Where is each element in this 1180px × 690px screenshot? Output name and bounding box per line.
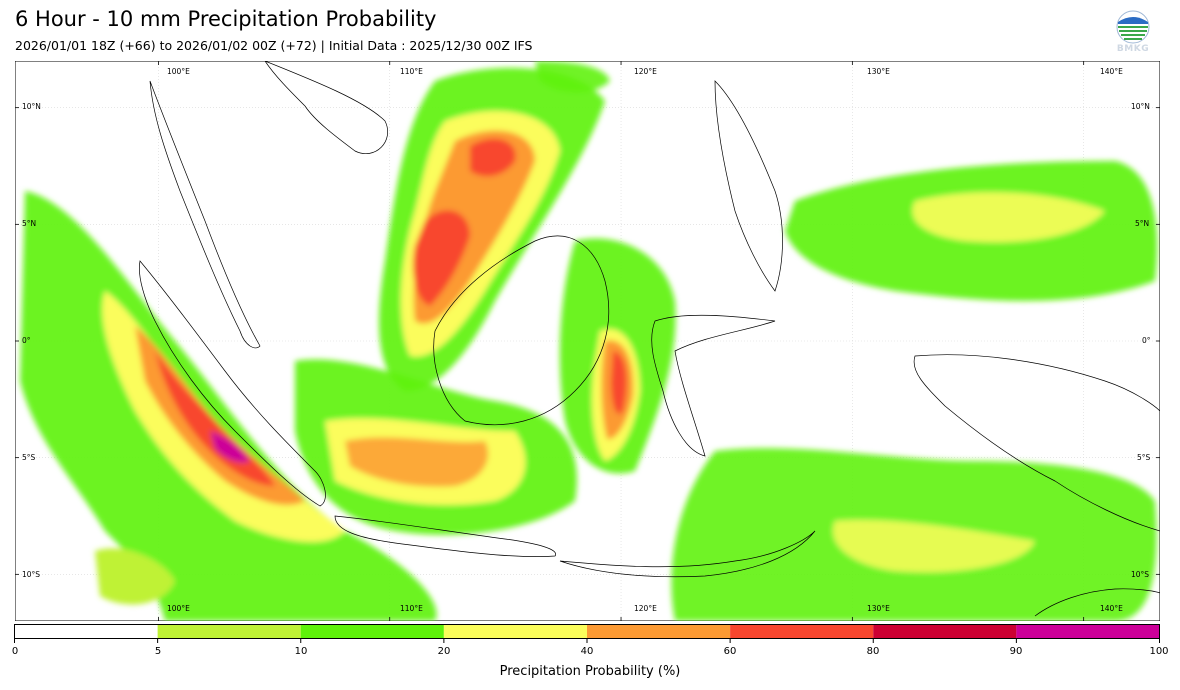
precip-scs-red: [413, 210, 470, 306]
map-title: 6 Hour - 10 mm Precipitation Probability: [15, 7, 437, 31]
precip-scs-red2: [470, 138, 516, 177]
lat-label-right-0: 0°: [1142, 336, 1151, 345]
logo-text: BMKG: [1116, 44, 1150, 54]
colorbar-segment: [300, 624, 444, 639]
bmkg-logo-icon: [1116, 10, 1150, 44]
colorbar-tick-90: 90: [1009, 646, 1023, 657]
lat-label-left-10n: 10°N: [22, 102, 41, 111]
colorbar-segment: [14, 624, 158, 639]
lat-label-right-10n: 10°N: [1131, 102, 1150, 111]
lat-label-left-5n: 5°N: [22, 219, 37, 228]
coast-sulawesi: [651, 314, 776, 457]
lon-label-bottom-130: 130°E: [867, 604, 890, 613]
lon-label-bottom-110: 110°E: [400, 604, 423, 613]
colorbar-tick-100: 100: [1149, 646, 1169, 657]
lon-label-bottom-120: 120°E: [634, 604, 657, 613]
coast-nusa-tenggara: [559, 530, 816, 578]
colorbar-tick-10: 10: [294, 646, 308, 657]
coast-borneo: [433, 235, 610, 426]
precipitation-map[interactable]: 100°E 110°E 120°E 130°E 140°E 100°E 110°…: [15, 61, 1160, 621]
lat-label-right-5n: 5°N: [1135, 219, 1150, 228]
precip-field: [20, 61, 1158, 621]
colorbar-segment: [587, 624, 731, 639]
lon-label-top-130: 130°E: [867, 67, 890, 76]
colorbar-segment: [1016, 624, 1160, 639]
map-canvas: [15, 61, 1160, 621]
lon-label-top-140: 140°E: [1100, 67, 1123, 76]
precip-pacific-yellow: [912, 192, 1105, 243]
coast-java: [334, 515, 556, 557]
precip-banda-yellow: [833, 520, 1035, 573]
lon-label-top-100: 100°E: [167, 67, 190, 76]
lat-label-left-10s: 10°S: [22, 570, 41, 579]
precip-north-green: [535, 61, 610, 93]
coastlines: [139, 61, 1160, 617]
lat-label-right-10s: 10°S: [1131, 570, 1150, 579]
colorbar-tick-80: 80: [866, 646, 880, 657]
coast-sumatra: [139, 260, 326, 507]
lat-label-left-0: 0°: [22, 336, 31, 345]
precip-sw-green: [95, 548, 175, 605]
precip-javasea-orange: [345, 437, 489, 487]
colorbar-tick-5: 5: [154, 646, 162, 657]
colorbar-segment: [873, 624, 1017, 639]
precip-sumatra-red: [155, 351, 275, 486]
frame-ticks: [15, 61, 1160, 621]
colorbar-title: Precipitation Probability (%): [499, 664, 681, 679]
precip-sumatra-green: [20, 191, 437, 621]
lon-label-top-110: 110°E: [400, 67, 423, 76]
colorbar-segment: [443, 624, 587, 639]
colorbar-tick-20: 20: [437, 646, 451, 657]
coast-indochina: [264, 61, 388, 154]
coast-malay-peninsula: [149, 80, 261, 349]
colorbar-tick-0: 0: [11, 646, 19, 657]
precip-sulawesi-red: [611, 351, 627, 415]
precip-sumatra-magenta: [210, 431, 250, 463]
lat-label-left-5s: 5°S: [22, 453, 36, 462]
colorbar: [14, 624, 1160, 643]
precip-sumatra-yellow: [102, 291, 345, 542]
lon-label-top-120: 120°E: [634, 67, 657, 76]
precip-sumatra-orange: [135, 326, 305, 505]
lon-label-bottom-100: 100°E: [167, 604, 190, 613]
map-subtitle: 2026/01/01 18Z (+66) to 2026/01/02 00Z (…: [15, 38, 533, 53]
colorbar-segment: [157, 624, 301, 639]
colorbar-tick-60: 60: [723, 646, 737, 657]
coast-australia-top: [1034, 588, 1160, 617]
coast-philippines: [714, 80, 783, 292]
colorbar-segment: [730, 624, 874, 639]
lon-label-bottom-140: 140°E: [1100, 604, 1123, 613]
lat-label-right-5s: 5°S: [1137, 453, 1151, 462]
colorbar-tick-40: 40: [580, 646, 594, 657]
coast-new-guinea: [913, 354, 1160, 532]
